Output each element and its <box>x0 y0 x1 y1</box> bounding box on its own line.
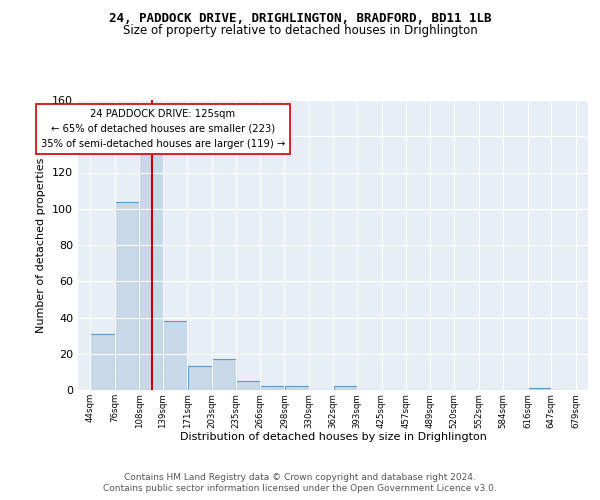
Bar <box>236 381 260 390</box>
Text: Size of property relative to detached houses in Drighlington: Size of property relative to detached ho… <box>122 24 478 37</box>
Bar <box>188 366 212 390</box>
Bar <box>163 321 187 390</box>
Text: Distribution of detached houses by size in Drighlington: Distribution of detached houses by size … <box>179 432 487 442</box>
Bar <box>139 152 163 390</box>
Bar <box>528 388 551 390</box>
Y-axis label: Number of detached properties: Number of detached properties <box>37 158 46 332</box>
Text: 24, PADDOCK DRIVE, DRIGHLINGTON, BRADFORD, BD11 1LB: 24, PADDOCK DRIVE, DRIGHLINGTON, BRADFOR… <box>109 12 491 26</box>
Bar <box>260 386 284 390</box>
Text: Contains HM Land Registry data © Crown copyright and database right 2024.: Contains HM Land Registry data © Crown c… <box>124 472 476 482</box>
Bar <box>91 334 115 390</box>
Bar <box>115 202 139 390</box>
Bar <box>284 386 309 390</box>
Bar <box>212 359 236 390</box>
Text: 24 PADDOCK DRIVE: 125sqm
← 65% of detached houses are smaller (223)
35% of semi-: 24 PADDOCK DRIVE: 125sqm ← 65% of detach… <box>41 109 285 148</box>
Text: Contains public sector information licensed under the Open Government Licence v3: Contains public sector information licen… <box>103 484 497 493</box>
Bar <box>334 386 357 390</box>
